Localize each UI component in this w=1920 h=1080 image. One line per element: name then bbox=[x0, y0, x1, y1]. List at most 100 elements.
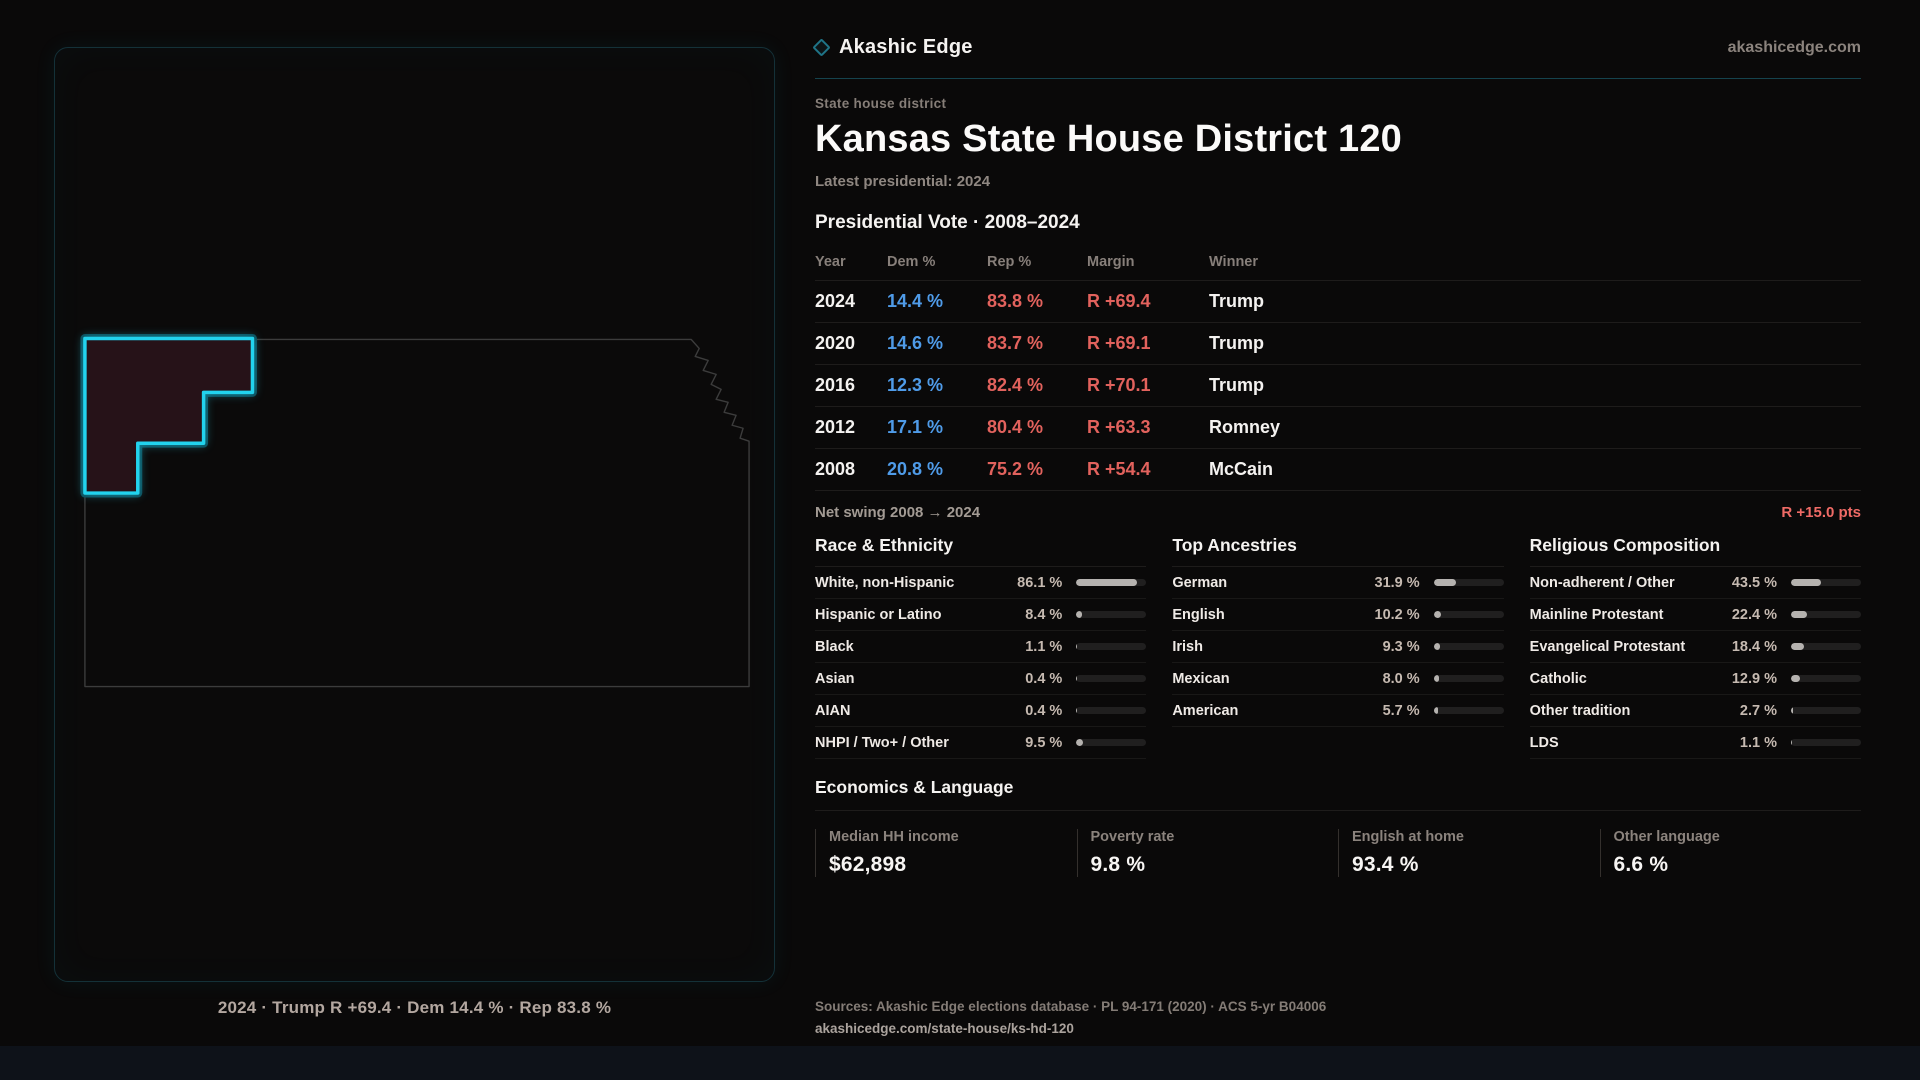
bar-fill bbox=[1433, 611, 1441, 618]
bottom-strip bbox=[0, 1046, 1920, 1080]
kansas-map bbox=[80, 334, 750, 688]
demographic-label: German bbox=[1172, 574, 1228, 591]
col-dem: Dem % bbox=[887, 254, 936, 270]
demographic-label: Mexican bbox=[1172, 670, 1230, 687]
demographic-row: Black 1.1 % bbox=[815, 631, 1147, 663]
demographic-value: 31.9 % bbox=[1374, 574, 1420, 591]
bar-fill bbox=[1076, 739, 1083, 746]
race-ethnicity-title: Race & Ethnicity bbox=[815, 535, 1147, 567]
col-year: Year bbox=[815, 254, 846, 270]
demographic-value: 43.5 % bbox=[1731, 574, 1777, 591]
net-swing-row: Net swing 2008 → 2024 R +15.0 pts bbox=[815, 491, 1861, 533]
footer: Sources: Akashic Edge elections database… bbox=[815, 999, 1861, 1046]
bar-fill bbox=[1791, 643, 1804, 650]
kansas-state-outline bbox=[84, 338, 750, 688]
bar-fill bbox=[1076, 579, 1137, 586]
demographic-value: 9.5 % bbox=[1025, 734, 1063, 751]
brand-name: Akashic Edge bbox=[839, 36, 973, 58]
demographic-value: 12.9 % bbox=[1731, 670, 1777, 687]
winner-name: Romney bbox=[1209, 417, 1281, 437]
rep-share: 82.4 % bbox=[987, 375, 1044, 395]
religious-composition-rows: Non-adherent / Other 43.5 % Mainline Pro… bbox=[1529, 567, 1861, 759]
demographic-value: 5.7 % bbox=[1382, 702, 1420, 719]
demographic-label: Other tradition bbox=[1529, 702, 1631, 719]
winner-name: Trump bbox=[1209, 333, 1265, 353]
winner-name: Trump bbox=[1209, 375, 1265, 395]
margin-value: R +63.3 bbox=[1087, 417, 1151, 437]
demographic-row: AIAN 0.4 % bbox=[815, 695, 1147, 727]
bar-track bbox=[1076, 739, 1147, 746]
margin-value: R +70.1 bbox=[1087, 375, 1151, 395]
demographic-label: Mainline Protestant bbox=[1529, 606, 1664, 623]
bar-track bbox=[1791, 675, 1861, 682]
demographic-label: Hispanic or Latino bbox=[815, 606, 942, 623]
page-kicker: State house district bbox=[815, 96, 947, 111]
demographic-value: 10.2 % bbox=[1374, 606, 1420, 623]
bar-fill bbox=[1076, 643, 1078, 650]
rep-share: 80.4 % bbox=[987, 417, 1044, 437]
demographic-label: LDS bbox=[1529, 734, 1559, 751]
stat-label: Median HH income bbox=[829, 829, 959, 845]
dem-share: 17.1 % bbox=[887, 417, 944, 437]
religious-composition-section: Religious Composition Non-adherent / Oth… bbox=[1529, 535, 1861, 759]
religious-composition-title: Religious Composition bbox=[1529, 535, 1861, 567]
bar-track bbox=[1076, 611, 1147, 618]
brand-domain-link[interactable]: akashicedge.com bbox=[1727, 38, 1861, 56]
stat-label: English at home bbox=[1352, 829, 1464, 845]
diamond-logo-icon bbox=[812, 38, 831, 57]
race-ethnicity-rows: White, non-Hispanic 86.1 % Hispanic or L… bbox=[815, 567, 1147, 759]
demographic-label: NHPI / Two+ / Other bbox=[815, 734, 949, 751]
stat-value: $62,898 bbox=[829, 853, 907, 876]
stat-card: Poverty rate 9.8 % bbox=[1076, 829, 1339, 877]
stat-value: 93.4 % bbox=[1352, 853, 1419, 876]
vote-year: 2008 bbox=[815, 459, 856, 479]
demographic-label: Black bbox=[815, 638, 854, 655]
top-ancestries-title: Top Ancestries bbox=[1172, 535, 1504, 567]
bar-track bbox=[1076, 675, 1147, 682]
winner-name: McCain bbox=[1209, 459, 1274, 479]
bar-track bbox=[1433, 579, 1504, 586]
vote-year: 2020 bbox=[815, 333, 856, 353]
bar-fill bbox=[1791, 611, 1807, 618]
demographic-label: Irish bbox=[1172, 638, 1203, 655]
demographic-row: Mainline Protestant 22.4 % bbox=[1529, 599, 1861, 631]
margin-value: R +69.4 bbox=[1087, 291, 1151, 311]
bar-track bbox=[1791, 611, 1861, 618]
demographic-label: Non-adherent / Other bbox=[1529, 574, 1675, 591]
stat-label: Poverty rate bbox=[1090, 829, 1175, 845]
demographic-label: English bbox=[1172, 606, 1225, 623]
demographic-value: 0.4 % bbox=[1025, 670, 1063, 687]
bar-fill bbox=[1791, 707, 1793, 714]
bar-fill bbox=[1433, 643, 1441, 650]
demographic-value: 8.4 % bbox=[1025, 606, 1063, 623]
demographic-row: American 5.7 % bbox=[1172, 695, 1504, 727]
margin-value: R +69.1 bbox=[1087, 333, 1151, 353]
stat-value: 6.6 % bbox=[1613, 853, 1669, 876]
bar-track bbox=[1076, 707, 1147, 714]
bar-track bbox=[1433, 643, 1504, 650]
brand: Akashic Edge bbox=[812, 36, 973, 59]
demographic-label: AIAN bbox=[815, 702, 851, 719]
bar-track bbox=[1433, 611, 1504, 618]
demographic-row: Hispanic or Latino 8.4 % bbox=[815, 599, 1147, 631]
vote-table-row: 2020 14.6 % 83.7 % R +69.1 Trump bbox=[815, 323, 1861, 365]
net-swing-value: R +15.0 pts bbox=[1781, 504, 1861, 521]
page: 2024 · Trump R +69.4 · Dem 14.4 % · Rep … bbox=[54, 0, 1861, 1046]
header-rule bbox=[815, 78, 1861, 79]
demographic-row: Mexican 8.0 % bbox=[1172, 663, 1504, 695]
permalink[interactable]: akashicedge.com/state-house/ks-hd-120 bbox=[815, 1021, 1074, 1036]
demographic-label: Asian bbox=[815, 670, 855, 687]
content-column: Akashic Edge akashicedge.com State house… bbox=[812, 0, 1861, 1046]
demographics-grid: Race & Ethnicity White, non-Hispanic 86.… bbox=[815, 535, 1861, 759]
economics-title: Economics & Language bbox=[815, 777, 1861, 811]
district-map-panel bbox=[54, 47, 775, 982]
demographic-row: Evangelical Protestant 18.4 % bbox=[1529, 631, 1861, 663]
net-swing-label: Net swing 2008 → 2024 bbox=[815, 504, 981, 521]
demographic-row: Non-adherent / Other 43.5 % bbox=[1529, 567, 1861, 599]
bar-track bbox=[1076, 643, 1147, 650]
demographic-label: Catholic bbox=[1529, 670, 1587, 687]
latest-presidential-label: Latest presidential: 2024 bbox=[815, 173, 991, 190]
vote-year: 2012 bbox=[815, 417, 856, 437]
bar-track bbox=[1433, 675, 1504, 682]
bar-fill bbox=[1791, 579, 1822, 586]
